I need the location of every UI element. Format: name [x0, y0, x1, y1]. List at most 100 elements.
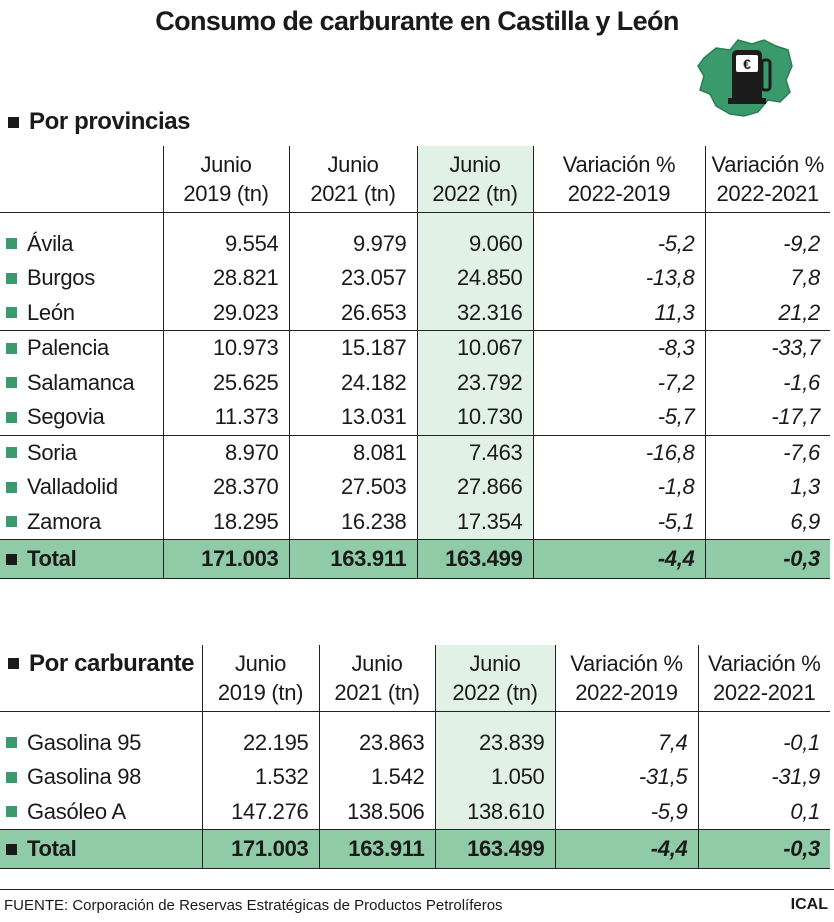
table-row: Valladolid 28.370 27.503 27.866 -1,8 1,3: [0, 470, 830, 505]
row-label: Palencia: [27, 335, 109, 360]
variation-cell: 6,9: [704, 504, 830, 540]
value-cell: 1.532: [201, 760, 319, 795]
header-col-var-2019: Variación % 2022-2019: [532, 146, 705, 212]
table-header-row: Junio 2019 (tn) Junio 2021 (tn) Junio 2022 …: [0, 146, 830, 212]
table-row: León 29.023 26.653 32.316 11,3 21,2: [0, 295, 830, 331]
value-cell: 10.730: [416, 400, 533, 436]
header-col-var-2021: Variación % 2022-2021: [697, 645, 830, 711]
table-provincias: Junio 2019 (tn) Junio 2021 (tn) Junio 2022 …: [0, 146, 830, 579]
value-cell: 17.354: [416, 504, 533, 540]
row-label: Total: [27, 545, 77, 571]
value-cell: 8.970: [162, 435, 289, 470]
variation-cell: -5,1: [532, 504, 705, 540]
value-cell: 16.238: [288, 504, 417, 540]
total-row: Total 171.003 163.911 163.499 -4,4 -0,3: [0, 829, 830, 869]
row-label: Gasóleo A: [27, 798, 126, 824]
table-header-row: Por carburante Junio 2019 (tn) Junio 2021 …: [0, 645, 830, 711]
variation-cell: -31,5: [554, 760, 698, 795]
bullet-icon: [6, 238, 17, 250]
value-cell: 1.542: [318, 760, 435, 795]
variation-cell: -5,2: [532, 226, 705, 261]
spacer-row: [0, 711, 830, 726]
table-row: Gasóleo A 147.276 138.506 138.610 -5,9 0,1: [0, 794, 830, 830]
value-cell: 24.850: [416, 261, 533, 296]
bullet-icon: [6, 342, 17, 354]
value-cell: 163.499: [434, 829, 555, 869]
variation-cell: -5,9: [554, 794, 698, 830]
value-cell: 32.316: [416, 295, 533, 331]
variation-cell: -7,2: [532, 365, 705, 400]
table-carburante: Por carburante Junio 2019 (tn) Junio 2021 …: [0, 645, 830, 869]
header-col-2021: Junio 2021 (tn): [318, 645, 435, 711]
header-col-2022: Junio 2022 (tn): [434, 645, 555, 711]
variation-cell: -17,7: [704, 400, 830, 436]
header-col-2019: Junio 2019 (tn): [201, 645, 319, 711]
variation-cell: -31,9: [697, 760, 830, 795]
section-bullet-icon: [8, 658, 19, 669]
credit-label: ICAL: [790, 896, 828, 913]
value-cell: 10.067: [416, 330, 533, 366]
value-cell: 27.503: [288, 470, 417, 505]
value-cell: 15.187: [288, 330, 417, 366]
row-label: Burgos: [27, 265, 95, 290]
bullet-icon: [6, 806, 17, 818]
row-label: Gasolina 98: [27, 764, 142, 789]
variation-cell: -9,2: [704, 226, 830, 261]
header-col-2022: Junio 2022 (tn): [416, 146, 533, 212]
value-cell: 171.003: [201, 829, 319, 869]
value-cell: 23.057: [288, 261, 417, 296]
value-cell: 1.050: [434, 760, 555, 795]
source-note: FUENTE: Corporación de Reservas Estratég…: [4, 897, 503, 914]
header-col-2021: Junio 2021 (tn): [288, 146, 417, 212]
section-title-text: Por carburante: [29, 650, 195, 677]
value-cell: 26.653: [288, 295, 417, 331]
bullet-icon: [6, 377, 17, 389]
row-label-cell: Total: [0, 539, 163, 579]
row-label-cell: Gasolina 98: [0, 760, 202, 795]
value-cell: 13.031: [288, 400, 417, 436]
value-cell: 28.370: [162, 470, 289, 505]
bullet-icon: [6, 553, 17, 565]
row-label-cell: Burgos: [0, 261, 163, 296]
value-cell: 163.911: [288, 539, 417, 579]
table-row: Gasolina 95 22.195 23.863 23.839 7,4 -0,1: [0, 725, 830, 761]
section-title-carburante: Por carburante: [0, 645, 202, 711]
row-label-cell: Gasolina 95: [0, 726, 202, 761]
variation-cell: 0,1: [697, 794, 830, 830]
table-row: Palencia 10.973 15.187 10.067 -8,3 -33,7: [0, 330, 830, 366]
bullet-icon: [6, 481, 17, 493]
variation-cell: -4,4: [554, 829, 698, 869]
row-label-cell: Ávila: [0, 227, 163, 262]
bullet-icon: [6, 516, 17, 528]
value-cell: 9.060: [416, 226, 533, 261]
value-cell: 28.821: [162, 261, 289, 296]
section-title-provincias: Por provincias: [8, 108, 191, 136]
value-cell: 27.866: [416, 470, 533, 505]
table-row: Ávila 9.554 9.979 9.060 -5,2 -9,2: [0, 226, 830, 262]
row-label: Gasolina 95: [27, 729, 142, 755]
bullet-icon: [6, 411, 17, 423]
value-cell: 9.554: [162, 226, 289, 261]
table-row: Burgos 28.821 23.057 24.850 -13,8 7,8: [0, 261, 830, 296]
variation-cell: -13,8: [532, 261, 705, 296]
spacer-row: [0, 212, 830, 227]
variation-cell: -0,3: [704, 539, 830, 579]
value-cell: 138.506: [318, 794, 435, 830]
table-row: Segovia 11.373 13.031 10.730 -5,7 -17,7: [0, 400, 830, 436]
header-col-var-2021: Variación % 2022-2021: [704, 146, 830, 212]
variation-cell: 1,3: [704, 470, 830, 505]
variation-cell: -4,4: [532, 539, 705, 579]
variation-cell: 7,4: [554, 725, 698, 760]
variation-cell: -5,7: [532, 400, 705, 436]
value-cell: 29.023: [162, 295, 289, 331]
variation-cell: -1,8: [532, 470, 705, 505]
row-label: Segovia: [27, 404, 105, 429]
header-col-var-2019: Variación % 2022-2019: [554, 645, 698, 711]
bullet-icon: [6, 771, 17, 783]
variation-cell: 11,3: [532, 295, 705, 331]
value-cell: 11.373: [162, 400, 289, 436]
row-label: Zamora: [27, 508, 101, 534]
table-row: Gasolina 98 1.532 1.542 1.050 -31,5 -31,9: [0, 760, 830, 795]
row-label-cell: Valladolid: [0, 470, 163, 505]
value-cell: 23.863: [318, 725, 435, 760]
